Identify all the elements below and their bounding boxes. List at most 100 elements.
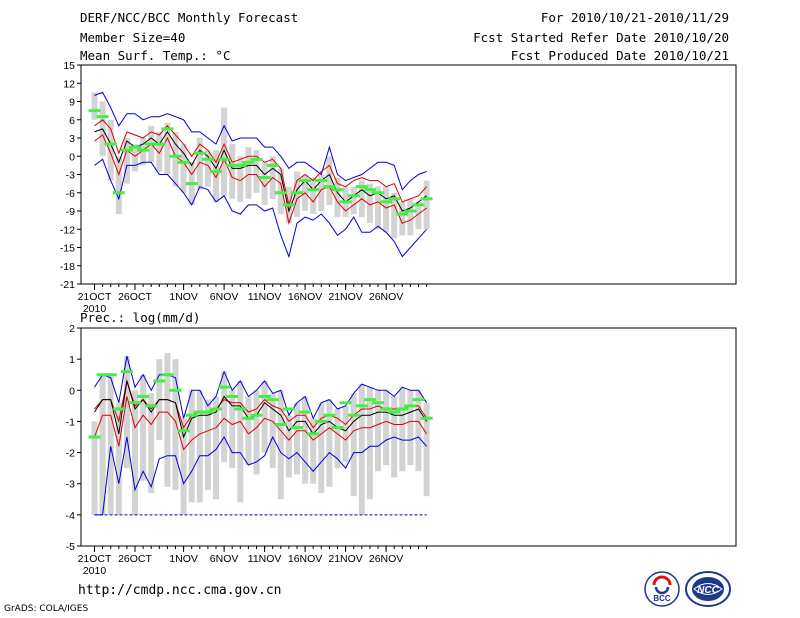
median-marker — [323, 185, 336, 189]
ensemble-box — [375, 390, 381, 472]
ensemble-box — [237, 156, 244, 202]
median-marker — [355, 185, 368, 189]
ensemble-box — [302, 396, 309, 484]
median-marker — [363, 188, 376, 192]
median-marker — [404, 404, 417, 408]
series-min-line — [94, 435, 427, 516]
median-marker — [185, 182, 198, 186]
year-label: 2010 — [83, 565, 107, 577]
bcc-logo: BCC — [644, 571, 680, 607]
y-tick-label: -9 — [66, 206, 75, 218]
ensemble-box — [140, 374, 147, 481]
x-tick-label: 11NOV — [248, 291, 282, 303]
median-marker — [331, 188, 344, 192]
ensemble-box — [318, 174, 325, 211]
chart-title: DERF/NCC/BCC Monthly Forecast — [80, 10, 299, 25]
median-marker — [242, 160, 255, 164]
median-marker — [274, 423, 287, 427]
median-marker — [299, 410, 312, 414]
x-tick-label: 1NOV — [169, 553, 198, 565]
y-tick-label: -1 — [66, 416, 75, 428]
median-marker — [266, 163, 279, 167]
series-mean-line — [94, 380, 428, 439]
median-marker — [299, 179, 312, 183]
ensemble-box — [221, 107, 228, 196]
median-marker — [201, 410, 214, 414]
y-tick-label: -6 — [66, 188, 75, 200]
ensemble-box — [253, 390, 260, 475]
median-marker — [347, 194, 360, 198]
member-size-label: Member Size=40 — [80, 30, 186, 45]
x-tick-label: 21NOV — [328, 553, 362, 565]
y-tick-label: -2 — [66, 448, 75, 460]
median-marker — [193, 151, 206, 155]
median-marker — [96, 115, 109, 119]
ensemble-box — [132, 390, 138, 515]
grads-credit: GrADS: COLA/IGES — [4, 604, 89, 614]
median-marker — [161, 373, 174, 377]
y-tick-label: -18 — [60, 261, 75, 273]
ensemble-box — [407, 390, 414, 466]
ensemble-box — [358, 384, 365, 515]
median-marker — [185, 413, 198, 417]
ensemble-box — [91, 421, 98, 515]
median-marker — [137, 395, 150, 399]
ensemble-box — [334, 408, 341, 469]
median-marker — [210, 169, 222, 173]
y-tick-label: 2 — [69, 323, 75, 335]
median-marker — [129, 145, 141, 149]
median-marker — [396, 407, 409, 411]
y-tick-label: 1 — [69, 354, 75, 366]
median-marker — [250, 413, 263, 417]
ensemble-box — [318, 402, 325, 494]
median-marker — [355, 404, 368, 408]
x-tick-label: 21OCT — [78, 553, 112, 565]
series-max-line — [94, 91, 427, 191]
ensemble-box — [342, 405, 349, 462]
median-marker — [404, 209, 417, 213]
median-marker — [274, 191, 287, 195]
footer-url[interactable]: http://cmdp.ncc.cma.gov.cn — [78, 583, 282, 598]
median-marker — [250, 157, 263, 161]
x-tick-label: 26NOV — [369, 291, 403, 303]
ensemble-box — [423, 180, 430, 230]
median-marker — [177, 429, 190, 433]
ensemble-box — [229, 144, 236, 199]
y-tick-label: 12 — [63, 78, 75, 90]
ensemble-box — [213, 396, 219, 500]
median-marker — [307, 432, 320, 436]
median-marker — [201, 157, 214, 161]
ensemble-box — [326, 156, 333, 205]
y-tick-label: 3 — [69, 133, 75, 145]
median-marker — [412, 203, 425, 207]
ensemble-box — [261, 162, 268, 205]
median-marker — [96, 373, 109, 377]
ensemble-box — [350, 186, 357, 215]
median-marker — [226, 163, 239, 167]
median-marker — [112, 191, 125, 195]
x-tick-label: 26NOV — [369, 553, 403, 565]
ensemble-box — [107, 374, 114, 515]
median-marker — [315, 179, 328, 183]
ensemble-box — [399, 201, 406, 236]
median-marker — [153, 142, 166, 146]
median-marker — [104, 142, 117, 146]
y-tick-label: 0 — [69, 385, 75, 397]
median-marker — [226, 395, 239, 399]
median-marker — [258, 395, 271, 399]
median-marker — [210, 407, 222, 411]
series-mean-line — [94, 128, 427, 213]
y-tick-label: -3 — [66, 479, 75, 491]
ensemble-box — [423, 402, 430, 497]
median-marker — [347, 413, 360, 417]
ensemble-box — [221, 371, 228, 462]
ensemble-box — [294, 171, 300, 218]
median-marker — [420, 197, 433, 201]
ensemble-box — [294, 402, 300, 475]
x-tick-label: 26OCT — [118, 553, 152, 565]
ensemble-box — [91, 92, 98, 120]
y-tick-label: -4 — [66, 510, 75, 522]
ensemble-box — [237, 380, 244, 503]
ensemble-box — [350, 393, 357, 497]
